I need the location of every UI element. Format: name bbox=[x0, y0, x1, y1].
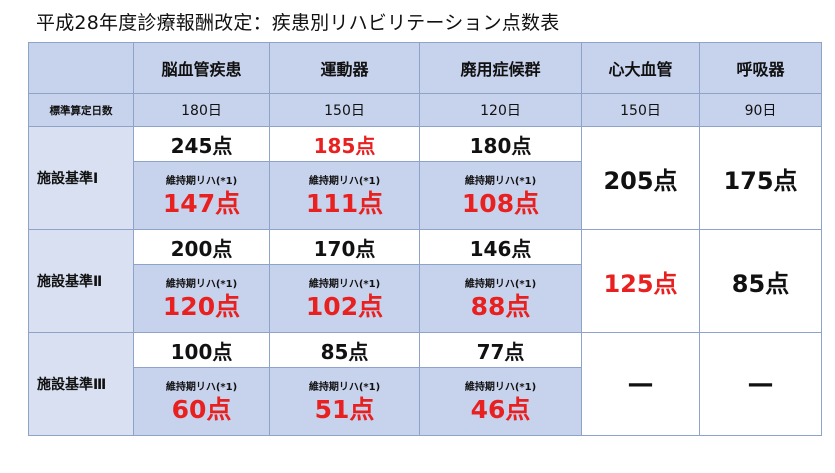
maintenance-cell: 維持期リハ(*1) 60点 bbox=[133, 367, 270, 436]
header-cardiovascular: 心大血管 bbox=[581, 42, 700, 94]
facility-2-label: 施設基準Ⅱ bbox=[28, 229, 134, 333]
standard-days-label: 標準算定日数 bbox=[28, 93, 134, 127]
maintenance-points: 147点 bbox=[162, 189, 241, 218]
facility-3-sub-row: 維持期リハ(*1) 60点 維持期リハ(*1) 51点 維持期リハ(*1) 46… bbox=[29, 367, 822, 436]
maintenance-points: 102点 bbox=[305, 292, 384, 321]
points-value: 85点 bbox=[269, 332, 420, 368]
header-respiratory: 呼吸器 bbox=[699, 42, 822, 94]
maintenance-label: 維持期リハ(*1) bbox=[464, 279, 537, 290]
maintenance-label: 維持期リハ(*1) bbox=[308, 382, 381, 393]
points-value: 180点 bbox=[419, 126, 582, 162]
maintenance-points: 120点 bbox=[162, 292, 241, 321]
points-value: 77点 bbox=[419, 332, 582, 368]
header-row: 脳血管疾患 運動器 廃用症候群 心大血管 呼吸器 bbox=[28, 42, 822, 94]
facility-1-label: 施設基準Ⅰ bbox=[28, 126, 134, 230]
cardiac-points: 205点 bbox=[581, 126, 700, 230]
respiratory-points: 85点 bbox=[699, 229, 822, 333]
maintenance-cell: 維持期リハ(*1) 120点 bbox=[133, 264, 270, 333]
points-value: 100点 bbox=[133, 332, 270, 368]
maintenance-points: 111点 bbox=[305, 189, 384, 218]
maintenance-points: 88点 bbox=[470, 292, 531, 321]
header-musculoskeletal: 運動器 bbox=[269, 42, 420, 94]
maintenance-label: 維持期リハ(*1) bbox=[165, 176, 238, 187]
respiratory-points: 175点 bbox=[699, 126, 822, 230]
maintenance-cell: 維持期リハ(*1) 111点 bbox=[269, 161, 420, 230]
points-value: 170点 bbox=[269, 229, 420, 265]
facility-1-top-row: 施設基準Ⅰ 245点 185点 180点 205点 175点 bbox=[28, 126, 822, 230]
maintenance-label: 維持期リハ(*1) bbox=[165, 382, 238, 393]
maintenance-cell: 維持期リハ(*1) 51点 bbox=[269, 367, 420, 436]
cardiac-points: 125点 bbox=[581, 229, 700, 333]
points-value: 146点 bbox=[419, 229, 582, 265]
facility-3-label: 施設基準Ⅲ bbox=[28, 332, 134, 436]
maintenance-cell: 維持期リハ(*1) 147点 bbox=[133, 161, 270, 230]
points-value: 245点 bbox=[133, 126, 270, 162]
maintenance-cell: 維持期リハ(*1) 46点 bbox=[419, 367, 582, 436]
page-title: 平成28年度診療報酬改定：疾患別リハビリテーション点数表 bbox=[36, 12, 560, 34]
maintenance-label: 維持期リハ(*1) bbox=[308, 279, 381, 290]
points-value: 200点 bbox=[133, 229, 270, 265]
days-value: 180日 bbox=[133, 93, 270, 127]
points-table: 脳血管疾患 運動器 廃用症候群 心大血管 呼吸器 標準算定日数 180日 150… bbox=[28, 42, 822, 436]
days-value: 150日 bbox=[581, 93, 700, 127]
maintenance-points: 51点 bbox=[314, 395, 375, 424]
maintenance-label: 維持期リハ(*1) bbox=[165, 279, 238, 290]
days-value: 90日 bbox=[699, 93, 822, 127]
maintenance-cell: 維持期リハ(*1) 102点 bbox=[269, 264, 420, 333]
maintenance-points: 46点 bbox=[470, 395, 531, 424]
facility-3-top-row: 施設基準Ⅲ 100点 85点 77点 — — bbox=[28, 332, 822, 436]
facility-1-sub-row: 維持期リハ(*1) 147点 維持期リハ(*1) 111点 維持期リハ(*1) … bbox=[29, 161, 822, 230]
maintenance-cell: 維持期リハ(*1) 108点 bbox=[419, 161, 582, 230]
maintenance-points: 60点 bbox=[171, 395, 232, 424]
maintenance-cell: 維持期リハ(*1) 88点 bbox=[419, 264, 582, 333]
points-value: 185点 bbox=[269, 126, 420, 162]
maintenance-label: 維持期リハ(*1) bbox=[464, 176, 537, 187]
days-value: 120日 bbox=[419, 93, 582, 127]
respiratory-points: — bbox=[699, 332, 822, 436]
header-corner bbox=[28, 42, 134, 94]
facility-2-sub-row: 維持期リハ(*1) 120点 維持期リハ(*1) 102点 維持期リハ(*1) … bbox=[29, 264, 822, 333]
maintenance-label: 維持期リハ(*1) bbox=[308, 176, 381, 187]
days-value: 150日 bbox=[269, 93, 420, 127]
maintenance-label: 維持期リハ(*1) bbox=[464, 382, 537, 393]
standard-days-row: 標準算定日数 180日 150日 120日 150日 90日 bbox=[28, 93, 822, 127]
cardiac-points: — bbox=[581, 332, 700, 436]
maintenance-points: 108点 bbox=[461, 189, 540, 218]
header-cerebrovascular: 脳血管疾患 bbox=[133, 42, 270, 94]
facility-2-top-row: 施設基準Ⅱ 200点 170点 146点 125点 85点 bbox=[28, 229, 822, 333]
header-disuse-syndrome: 廃用症候群 bbox=[419, 42, 582, 94]
